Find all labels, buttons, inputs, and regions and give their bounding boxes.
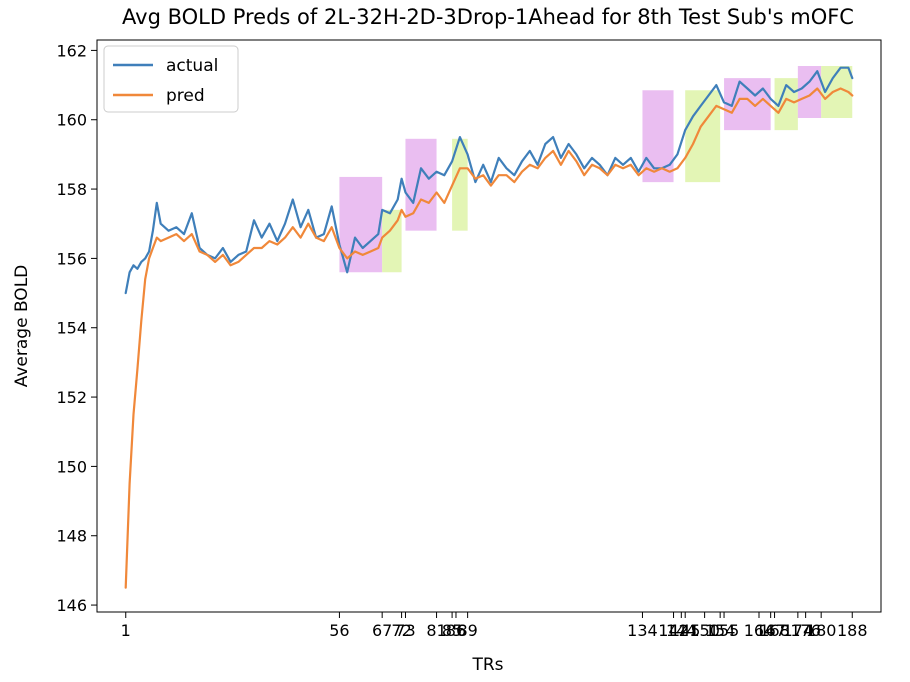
x-tick-label: 81	[426, 621, 446, 640]
series-line-actual	[124, 66, 854, 295]
x-tick-label: 1	[121, 621, 131, 640]
x-tick-label: 180	[806, 621, 837, 640]
legend-actual-label: actual	[166, 56, 218, 76]
x-tick-label: 155	[709, 621, 740, 640]
highlight-region-green	[382, 209, 402, 273]
x-tick-label: 174	[783, 621, 814, 640]
x-tick-label: 56	[329, 621, 349, 640]
y-axis-label: Average BOLD	[12, 265, 32, 388]
highlight-region-magenta	[405, 138, 437, 231]
x-tick-label: 150	[689, 621, 720, 640]
x-tick-label: 85	[442, 621, 462, 640]
x-tick-label: 72	[391, 621, 411, 640]
y-tick-label: 146	[56, 596, 87, 615]
x-tick-label: 154	[705, 621, 736, 640]
y-axis: 146 148 150 152 154 156 158 160 162	[56, 41, 97, 615]
x-tick-label: 73	[395, 621, 415, 640]
x-tick-label: 176	[790, 621, 821, 640]
series-lines	[124, 66, 854, 589]
legend-pred-label: pred	[166, 86, 205, 106]
highlight-region-magenta	[797, 66, 822, 118]
x-tick-label: 134	[627, 621, 658, 640]
y-tick-label: 162	[56, 41, 87, 60]
x-tick-label: 145	[670, 621, 701, 640]
x-tick-label: 167	[755, 621, 786, 640]
highlight-region-green	[452, 138, 468, 231]
x-tick-label: 144	[666, 621, 697, 640]
highlight-regions	[339, 66, 853, 273]
plot-frame	[96, 39, 882, 613]
series-line-pred	[124, 87, 854, 589]
x-tick-label: 164	[744, 621, 775, 640]
x-tick-label: 86	[446, 621, 466, 640]
highlight-region-green	[685, 90, 721, 183]
y-tick-label: 150	[56, 457, 87, 476]
x-tick-label: 142	[658, 621, 689, 640]
highlight-region-magenta	[642, 90, 674, 183]
chart-title: Avg BOLD Preds of 2L-32H-2D-3Drop-1Ahead…	[122, 5, 854, 29]
x-tick-label: 89	[457, 621, 477, 640]
y-tick-label: 148	[56, 527, 87, 546]
y-tick-label: 158	[56, 180, 87, 199]
y-tick-label: 152	[56, 388, 87, 407]
y-tick-label: 154	[56, 319, 87, 338]
y-tick-label: 156	[56, 249, 87, 268]
x-tick-label: 188	[837, 621, 868, 640]
y-tick-label: 160	[56, 111, 87, 130]
x-tick-label: 168	[759, 621, 790, 640]
legend: actual pred	[103, 45, 239, 113]
x-tick-label: 67	[372, 621, 392, 640]
x-axis-label: TRs	[471, 655, 503, 675]
highlight-region-magenta	[724, 78, 771, 131]
